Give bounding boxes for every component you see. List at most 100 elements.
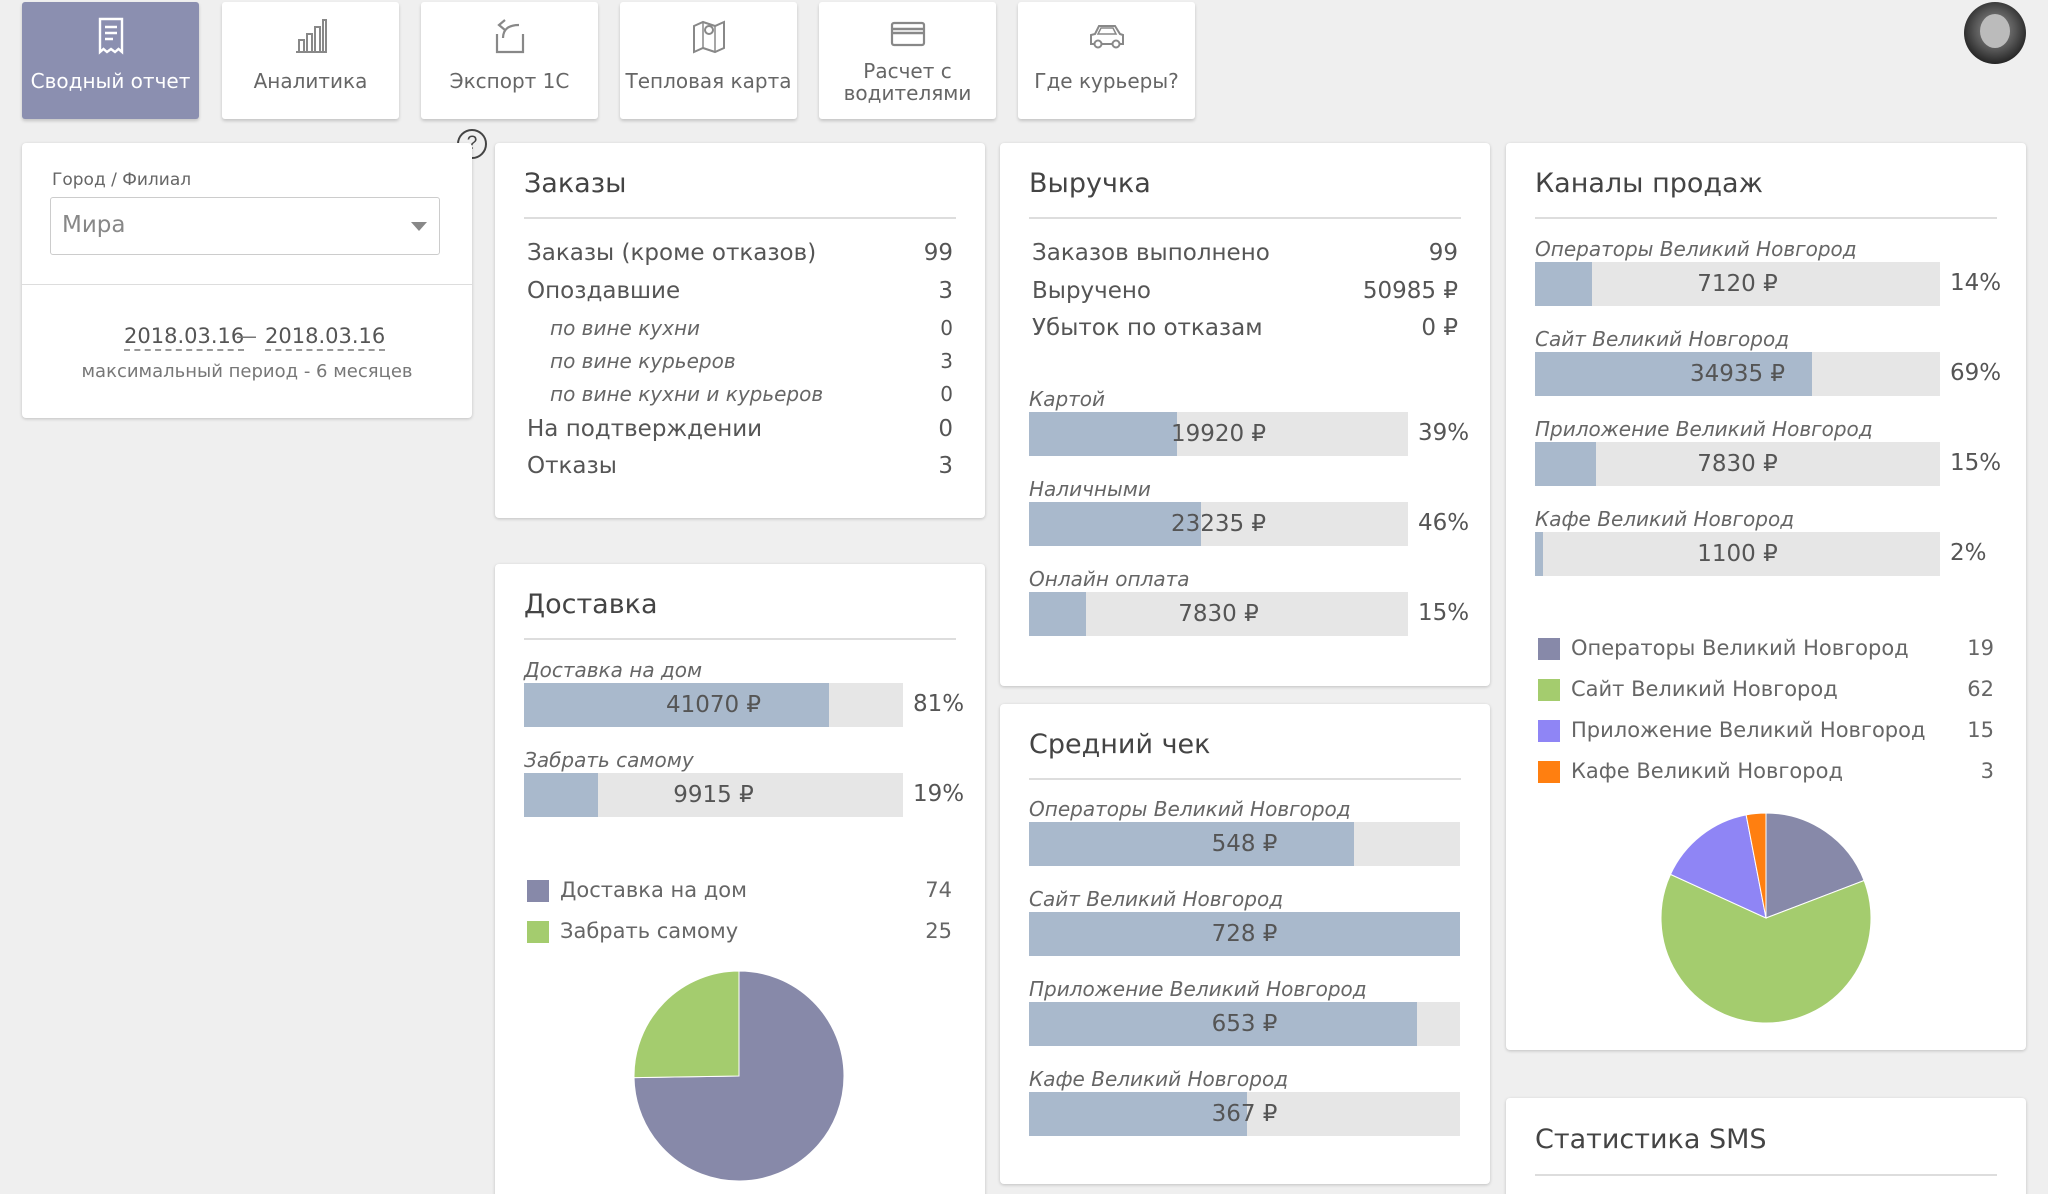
orders-row-value: 3 (938, 453, 953, 479)
revenue-row-value: 50985 ₽ (1362, 278, 1458, 304)
orders-row-label: Заказы (кроме отказов) (527, 240, 817, 266)
orders-row-label: На подтверждении (527, 416, 763, 442)
sales-channels-pie-slice (1660, 873, 1872, 1024)
sales-channels-legend-swatch (1538, 761, 1560, 783)
receipt-icon (98, 17, 123, 55)
tab-label: Сводный отчет (30, 69, 191, 93)
average-check-title: Средний чек (1029, 729, 1211, 760)
orders-row-label: по вине курьеров (550, 349, 736, 373)
revenue-payment-bar: 23235 ₽ (1029, 502, 1408, 546)
orders-row-label: по вине кухни (550, 316, 701, 340)
tab-label-line-1: Расчет с (863, 59, 952, 83)
divider (1535, 217, 1997, 219)
average-check-bar: 728 ₽ (1029, 912, 1460, 956)
revenue-payment-bar-fill (1029, 502, 1202, 546)
tab-summary-report[interactable]: Сводный отчет (22, 2, 199, 119)
divider (1029, 217, 1461, 219)
revenue-payment-bar: 19920 ₽ (1029, 412, 1408, 456)
chevron-down-icon (411, 222, 427, 231)
sales-channels-pie-slice (1745, 812, 1767, 919)
sales-channel-bar-fill (1535, 352, 1813, 396)
car-icon (1089, 25, 1124, 49)
sales-channel-caption: Операторы Великий Новгород (1535, 237, 1857, 261)
average-check-bar-fill (1029, 822, 1355, 866)
sales-channel-bar: 1100 ₽ (1535, 532, 1940, 576)
sales-channels-pie-chart (1660, 812, 1872, 1024)
sales-channels-legend-swatch (1538, 679, 1560, 701)
tab-analytics[interactable]: Аналитика (222, 2, 399, 119)
delivery-legend-value: 25 (925, 919, 952, 943)
average-check-bar: 367 ₽ (1029, 1092, 1460, 1136)
average-check-bar: 548 ₽ (1029, 822, 1460, 866)
sales-channels-legend-label: Операторы Великий Новгород (1571, 636, 1909, 660)
sales-channel-bar-amount: 34935 ₽ (1689, 361, 1786, 387)
sales-channels-card: Каналы продаж Операторы Великий Новгород… (1506, 143, 2026, 1050)
average-check-caption: Приложение Великий Новгород (1029, 977, 1367, 1001)
sales-channels-legend-value: 3 (1980, 759, 1994, 783)
sales-channel-caption: Сайт Великий Новгород (1535, 327, 1790, 351)
sales-channels-legend-swatch (1538, 638, 1560, 660)
tab-export-1c[interactable]: Экспорт 1С (421, 2, 598, 119)
tab-label: Аналитика (253, 69, 368, 93)
date-to[interactable]: 2018.03.16 (265, 323, 386, 351)
revenue-payment-bar-amount: 19920 ₽ (1170, 421, 1267, 447)
tab-label: Расчет с водителями (819, 60, 996, 104)
revenue-payment-percent: 15% (1418, 600, 1470, 626)
sales-channel-caption: Приложение Великий Новгород (1535, 417, 1873, 441)
average-check-caption: Сайт Великий Новгород (1029, 887, 1284, 911)
divider (524, 638, 956, 640)
sales-channel-bar: 34935 ₽ (1535, 352, 1940, 396)
delivery-type-bar-amount: 9915 ₽ (673, 782, 754, 808)
divider (524, 217, 956, 219)
orders-row-label: по вине кухни и курьеров (550, 382, 824, 406)
revenue-row-label: Заказов выполнено (1032, 240, 1270, 266)
user-avatar[interactable] (1964, 2, 2026, 64)
sales-channel-caption: Кафе Великий Новгород (1535, 507, 1795, 531)
delivery-type-percent: 19% (913, 781, 965, 807)
delivery-card: Доставка Доставка на дом 41070 ₽ 81% Забрат… (495, 564, 985, 1194)
orders-title: Заказы (524, 168, 627, 199)
sales-channels-pie-slice (1765, 812, 1865, 919)
average-check-bar-amount: 653 ₽ (1211, 1011, 1278, 1037)
delivery-legend-swatch (527, 880, 549, 902)
revenue-payment-caption: Картой (1029, 387, 1106, 411)
tab-where-couriers[interactable]: Где курьеры? (1018, 2, 1195, 119)
sales-channel-percent: 15% (1950, 450, 2002, 476)
average-check-bar-fill (1029, 1092, 1247, 1136)
filter-card: Город / Филиал Мира 2018.03.16 — 2018.03… (22, 143, 472, 418)
tab-label: Где курьеры? (1034, 69, 1179, 93)
bar-chart-icon (295, 19, 327, 53)
tab-label-line-2: водителями (843, 81, 972, 105)
orders-card: Заказы Заказы (кроме отказов) 99 Опоздавши… (495, 143, 985, 518)
average-check-bar-fill (1029, 1002, 1417, 1046)
delivery-type-caption: Забрать самому (524, 748, 694, 772)
sales-channels-legend-swatch (1538, 720, 1560, 742)
revenue-row-value: 0 ₽ (1421, 315, 1458, 341)
delivery-type-bar-fill (524, 773, 598, 817)
delivery-legend-value: 74 (925, 878, 952, 902)
revenue-payment-bar-fill (1029, 592, 1086, 636)
sales-channel-bar: 7120 ₽ (1535, 262, 1940, 306)
delivery-type-percent: 81% (913, 691, 965, 717)
revenue-title: Выручка (1029, 168, 1151, 199)
city-label: Город / Филиал (52, 170, 192, 190)
tab-heat-map[interactable]: Тепловая карта (620, 2, 797, 119)
sales-channel-percent: 69% (1950, 360, 2002, 386)
sales-channels-legend-label: Сайт Великий Новгород (1571, 677, 1838, 701)
orders-row-value: 99 (923, 240, 953, 266)
revenue-row-label: Убыток по отказам (1032, 315, 1263, 341)
sales-channels-pie-slice (1669, 814, 1767, 919)
date-from[interactable]: 2018.03.16 (124, 323, 245, 351)
sales-channels-title: Каналы продаж (1535, 168, 1763, 199)
tab-label: Экспорт 1С (449, 69, 570, 93)
sms-stats-title: Статистика SMS (1535, 1124, 1767, 1155)
sales-channel-bar: 7830 ₽ (1535, 442, 1940, 486)
average-check-bar-amount: 548 ₽ (1211, 831, 1278, 857)
tab-driver-settlement[interactable]: Расчет с водителями (819, 2, 996, 119)
average-check-bar-fill (1029, 912, 1460, 956)
revenue-payment-bar-amount: 7830 ₽ (1178, 601, 1259, 627)
revenue-payment-percent: 39% (1418, 420, 1470, 446)
sales-channel-bar-fill (1535, 532, 1544, 576)
average-check-caption: Операторы Великий Новгород (1029, 797, 1351, 821)
city-select[interactable]: Мира (50, 197, 440, 255)
